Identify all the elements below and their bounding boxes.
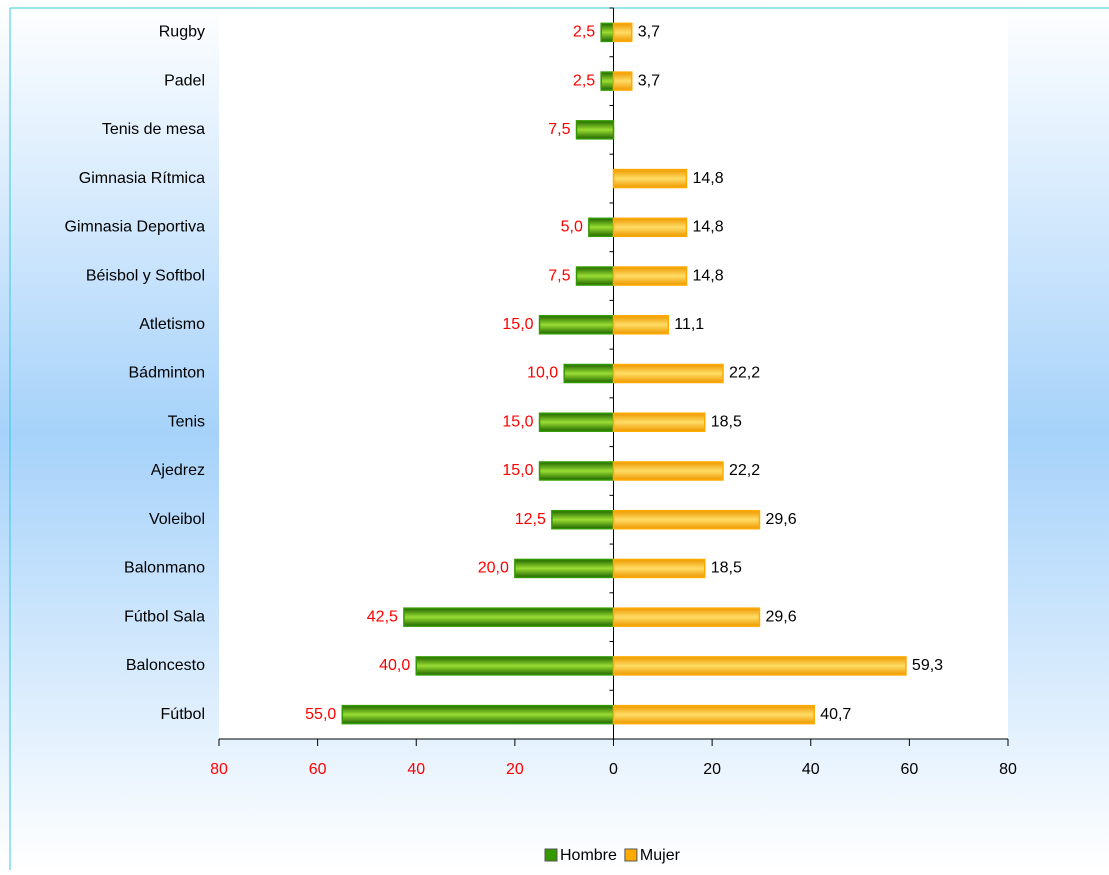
value-label: 15,0	[502, 316, 533, 333]
bar	[600, 22, 615, 43]
value-label: 18,5	[711, 560, 742, 577]
bar	[538, 315, 615, 335]
bar	[612, 509, 761, 530]
value-label: 3,7	[638, 72, 660, 89]
bar	[612, 461, 724, 481]
value-label: 29,6	[765, 511, 796, 528]
value-label: 11,1	[674, 316, 704, 333]
value-label: 15,0	[502, 413, 533, 430]
bar	[575, 120, 615, 140]
y-tick-label: Fútbol	[161, 706, 205, 723]
value-label: 14,8	[692, 219, 723, 236]
value-label: 55,0	[305, 706, 336, 723]
legend-label: Mujer	[640, 847, 681, 864]
value-label: 14,8	[692, 170, 723, 187]
y-tick-label: Rugby	[159, 24, 205, 41]
bar	[612, 22, 633, 43]
bar	[612, 656, 907, 676]
y-tick-label: Gimnasia Rítmica	[79, 170, 205, 187]
bar	[551, 509, 615, 530]
legend-label: Hombre	[560, 847, 617, 864]
value-label: 10,0	[527, 365, 558, 382]
value-label: 22,2	[729, 365, 760, 382]
y-tick-label: Voleibol	[149, 511, 205, 528]
x-tick-label: 20	[506, 761, 524, 778]
bar	[612, 315, 669, 335]
value-label: 3,7	[638, 24, 660, 41]
value-label: 7,5	[548, 121, 570, 138]
bar	[538, 461, 615, 481]
x-tick-label: 80	[999, 761, 1017, 778]
bar	[612, 704, 815, 725]
y-tick-label: Fútbol Sala	[124, 608, 205, 625]
value-label: 2,5	[573, 72, 595, 89]
x-tick-label: 40	[802, 761, 820, 778]
x-tick-label: 0	[609, 761, 618, 778]
bar	[403, 607, 615, 627]
x-tick-label: 20	[703, 761, 721, 778]
value-label: 59,3	[912, 657, 943, 674]
y-tick-label: Atletismo	[139, 316, 205, 333]
bar	[612, 363, 724, 384]
bar	[341, 704, 615, 725]
bar	[415, 656, 615, 676]
value-label: 7,5	[548, 267, 570, 284]
bar	[575, 266, 615, 286]
legend-swatch	[624, 848, 638, 862]
bar	[612, 217, 688, 238]
value-label: 18,5	[711, 413, 742, 430]
bar	[588, 217, 615, 238]
value-label: 40,7	[820, 706, 851, 723]
value-label: 29,6	[765, 608, 796, 625]
value-label: 12,5	[515, 511, 546, 528]
x-tick-label: 60	[900, 761, 918, 778]
bar	[612, 607, 761, 627]
value-label: 20,0	[478, 560, 509, 577]
legend-swatch	[544, 848, 558, 862]
y-tick-label: Gimnasia Deportiva	[65, 219, 206, 236]
bar	[612, 266, 688, 286]
x-tick-label: 40	[407, 761, 425, 778]
y-tick-label: Padel	[164, 72, 205, 89]
value-label: 2,5	[573, 24, 595, 41]
bar	[600, 71, 615, 91]
value-label: 40,0	[379, 657, 410, 674]
y-tick-label: Tenis	[168, 413, 205, 430]
value-label: 22,2	[729, 462, 760, 479]
y-tick-label: Baloncesto	[126, 657, 205, 674]
bar	[538, 412, 615, 432]
bar	[514, 558, 615, 579]
y-tick-label: Balonmano	[124, 560, 205, 577]
x-tick-label: 80	[210, 761, 228, 778]
value-label: 15,0	[502, 462, 533, 479]
y-tick-label: Bádminton	[129, 365, 206, 382]
bar	[612, 71, 633, 91]
bar	[612, 412, 706, 432]
value-label: 42,5	[367, 608, 398, 625]
value-label: 5,0	[561, 219, 583, 236]
y-tick-label: Tenis de mesa	[102, 121, 205, 138]
y-tick-label: Ajedrez	[151, 462, 205, 479]
y-tick-label: Béisbol y Softbol	[86, 267, 205, 284]
bar	[612, 168, 688, 189]
value-label: 14,8	[692, 267, 723, 284]
bar	[612, 558, 706, 579]
x-tick-label: 60	[309, 761, 327, 778]
bar	[563, 363, 615, 384]
